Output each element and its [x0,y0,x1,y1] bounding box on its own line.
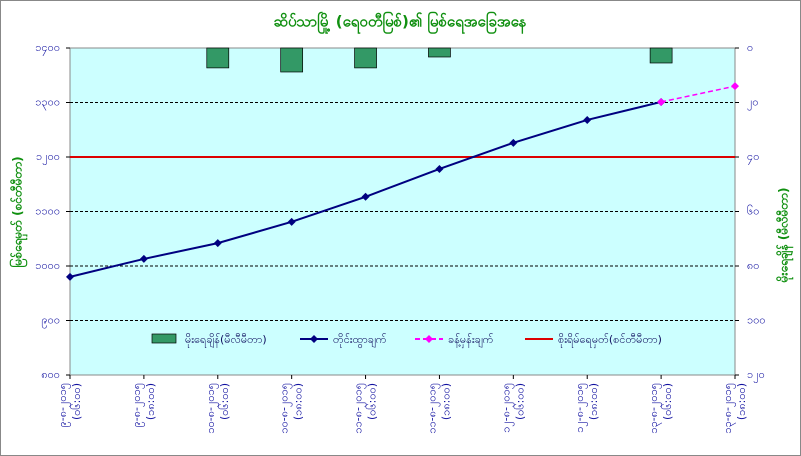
x-tick-label: ၁၂-၈-၂၀၁၅(၀၆:၀၀) [499,383,526,433]
legend-swatch [310,335,318,343]
y2-tick-label: ၈၀ [747,259,759,272]
legend-swatch [151,333,177,344]
legend-label: မိုးရေချိန်(မီလီမီတာ) [185,333,267,348]
x-tick-label: ၁၃-၈-၂၀၁၅(၁၈:၀၀) [721,383,748,434]
y2-tick-label: ၀ [747,41,753,54]
y2-tick-label: ၆၀ [747,205,759,218]
point [583,115,592,124]
rain-bar [206,47,230,69]
x-tick-label: ၁၁-၈-၂၀၁၅(၁၈:၀၀) [425,383,452,434]
forecast-line [660,85,736,103]
point [435,164,444,173]
y-tick-label: ၉၀၀ [41,314,60,329]
y2-tick-label: ၁၀၀ [747,314,766,327]
x-tick-label: ၉-၈-၂၀၁၅(၁၈:၀၀) [130,383,157,427]
point [731,82,739,91]
point [509,138,518,147]
point [213,239,222,248]
legend-label: စိုးရိမ်ရေမှတ်(စင်တီမီတာ) [558,333,662,348]
y2-tick-label: ၂၀ [747,96,759,111]
x-tick-label: ၁၁-၈-၂၀၁၅(၀၆:၀၀) [352,383,379,434]
point [287,217,296,226]
point [66,272,74,281]
rain-bar [354,47,377,69]
y-tick-label: ၈၀၀ [41,368,60,381]
x-tick-label: ၉-၈-၂၀၁၅(၀၆:၀၀) [56,383,83,427]
x-tick-label: ၁၃-၈-၂၀၁၅(၀၆:၀၀) [647,383,674,434]
rain-bar [649,47,673,64]
y-tick-label: ၁၃၀၀ [35,96,60,111]
point [657,97,666,106]
point [139,254,148,263]
y-axis-label: မြစ်ရေမှတ် (စင်တီမီတာ) [8,156,29,267]
y2-tick-label: ၄၀ [747,150,759,165]
legend-label: တိုင်းထွာချက် [333,333,387,348]
legend-swatch [425,335,433,343]
x-tick-label: ၁၀-၈-၂၀၁၅(၀၆:၀၀) [204,383,231,434]
y-tick-label: ၁၂၀၀ [36,150,60,165]
rain-bar [428,47,451,58]
y2-tick-label: ၁၂၀ [747,368,765,383]
rain-bar [280,47,304,73]
x-tick-label: ၁၂-၈-၂၀၁၅(၁၈:၀၀) [573,383,600,433]
y-tick-label: ၁၀၀၀ [35,259,60,272]
y2-axis-label: မိုးရေချိန် (မီလီမီတာ) [775,188,795,284]
x-tick-label: ၁၀-၈-၂၀၁၅(၁၈:၀၀) [278,383,305,434]
y-tick-label: ၁၁၀၀ [35,205,60,218]
legend-label: ခန့်မှန်းချက် [448,333,494,348]
point [361,192,370,201]
y-tick-label: ၁၄၀၀ [35,41,60,56]
